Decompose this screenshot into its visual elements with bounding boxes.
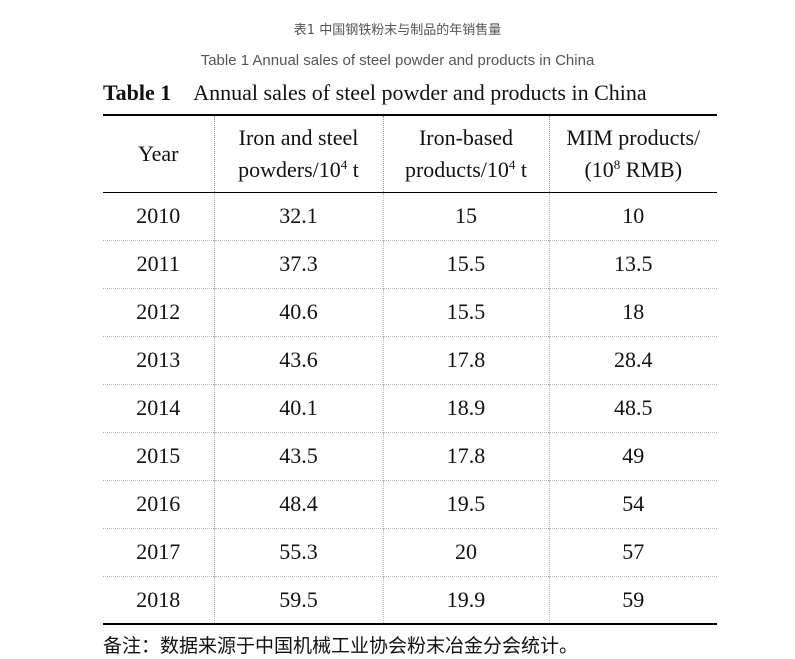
- header-superscript: 4: [508, 156, 516, 172]
- cell-iron-based-products: 19.5: [382, 479, 549, 528]
- cell-iron-based-products: 15.5: [382, 239, 549, 288]
- table-title: Table 1 Annual sales of steel powder and …: [103, 79, 743, 107]
- cell-iron-based-products: 19.9: [382, 575, 549, 625]
- cell-iron-based-products: 15.5: [382, 287, 549, 336]
- cell-mim-products: 13.5: [548, 239, 717, 288]
- cell-year: 2018: [103, 575, 214, 625]
- header-line2: products/10: [404, 156, 509, 182]
- cell-year: 2014: [103, 383, 214, 432]
- table-row: 2012 40.6 15.5 18: [103, 287, 717, 336]
- header-line1: Iron-based: [418, 124, 514, 150]
- header-mim-products: MIM products/ (108 RMB): [548, 114, 717, 193]
- cell-mim-products: 28.4: [548, 335, 717, 384]
- header-line2: (10: [584, 156, 614, 182]
- header-iron-based-products: Iron-based products/104 t: [382, 114, 549, 193]
- table-header-row: Year Iron and steel powders/104 t Iron-b…: [103, 114, 717, 193]
- table-row: 2014 40.1 18.9 48.5: [103, 383, 717, 432]
- header-line1: Iron and steel: [238, 124, 359, 150]
- header-unit: RMB): [620, 156, 683, 182]
- table-row: 2011 37.3 15.5 13.5: [103, 239, 717, 288]
- figure-caption-english: Table 1 Annual sales of steel powder and…: [200, 52, 595, 69]
- sales-table: Year Iron and steel powders/104 t Iron-b…: [103, 114, 717, 625]
- header-superscript: 8: [613, 156, 621, 172]
- table-row: 2018 59.5 19.9 59: [103, 575, 717, 625]
- cell-iron-based-products: 20: [382, 527, 549, 576]
- cell-year: 2010: [136, 203, 181, 228]
- source-note: 备注：数据来源于中国机械工业协会粉末冶金分会统计。: [103, 635, 579, 657]
- table-row: 2015 43.5 17.8 49: [103, 431, 717, 480]
- cell-mim-products: 10: [548, 192, 717, 240]
- cell-year: 2013: [103, 335, 214, 384]
- cell-year: 2012: [103, 287, 214, 336]
- table-row: 2013 43.6 17.8 28.4: [103, 335, 717, 384]
- cell-iron-steel-powders: 59.5: [213, 575, 383, 625]
- cell-year: 2016: [103, 479, 214, 528]
- cell-mim-products: 57: [548, 527, 717, 576]
- cell-mim-products: 49: [548, 431, 717, 480]
- cell-mim-products: 59: [548, 575, 717, 625]
- cell-year: 2015: [103, 431, 214, 480]
- cell-year: 2017: [103, 527, 214, 576]
- cell-iron-steel-powders: 37.3: [213, 239, 383, 288]
- table-row: 2017 55.3 20 57: [103, 527, 717, 576]
- cell-iron-steel-powders: 40.6: [213, 287, 383, 336]
- cell-iron-steel-powders: 55.3: [213, 527, 383, 576]
- header-unit: t: [515, 156, 527, 182]
- header-year: Year: [103, 114, 214, 193]
- header-iron-steel-powders: Iron and steel powders/104 t: [213, 114, 383, 193]
- cell-iron-based-products: 17.8: [382, 335, 549, 384]
- cell-iron-based-products: 18.9: [382, 383, 549, 432]
- cell-mim-products: 48.5: [548, 383, 717, 432]
- cell-mim-products: 54: [548, 479, 717, 528]
- cell-iron-steel-powders: 32.1: [213, 192, 383, 240]
- cell-iron-steel-powders: 48.4: [213, 479, 383, 528]
- header-line1: MIM products/: [566, 124, 701, 150]
- header-year-label: Year: [137, 140, 179, 166]
- table-row: 2016 48.4 19.5 54: [103, 479, 717, 528]
- cell-iron-based-products: 17.8: [382, 431, 549, 480]
- cell-iron-steel-powders: 43.6: [213, 335, 383, 384]
- table-title-label: Table 1: [103, 80, 172, 105]
- cell-mim-products: 18: [548, 287, 717, 336]
- header-line2: powders/10: [238, 156, 341, 182]
- cell-iron-steel-powders: 40.1: [213, 383, 383, 432]
- table-title-text: Annual sales of steel powder and product…: [193, 80, 647, 105]
- cell-year: 2011: [103, 239, 214, 288]
- table-row: 2010 32.1 15 10: [103, 192, 717, 240]
- header-superscript: 4: [340, 156, 348, 172]
- header-unit: t: [347, 156, 359, 182]
- cell-iron-based-products: 15: [382, 192, 549, 240]
- figure-caption-chinese: 表1 中国钢铁粉末与制品的年销售量: [293, 23, 502, 38]
- cell-iron-steel-powders: 43.5: [213, 431, 383, 480]
